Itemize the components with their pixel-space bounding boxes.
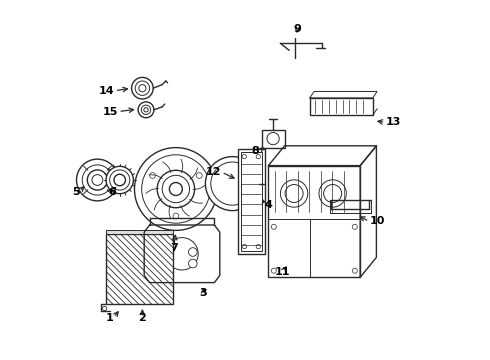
- Circle shape: [102, 306, 107, 311]
- Text: 1: 1: [106, 312, 114, 323]
- Bar: [269, 166, 360, 277]
- Circle shape: [189, 248, 197, 256]
- Text: 10: 10: [369, 216, 385, 226]
- Text: 5: 5: [72, 186, 79, 197]
- Circle shape: [319, 180, 346, 207]
- Text: 6: 6: [109, 186, 117, 197]
- Circle shape: [189, 259, 197, 268]
- Text: 9: 9: [293, 24, 301, 34]
- Text: 15: 15: [103, 107, 118, 117]
- Circle shape: [138, 102, 154, 118]
- Bar: [238, 149, 265, 254]
- Circle shape: [271, 268, 276, 273]
- Circle shape: [149, 173, 155, 179]
- Circle shape: [211, 162, 254, 205]
- Circle shape: [267, 132, 279, 145]
- Circle shape: [114, 174, 125, 186]
- Circle shape: [352, 268, 357, 273]
- Bar: [310, 98, 373, 115]
- Circle shape: [271, 224, 276, 229]
- Circle shape: [110, 170, 130, 190]
- Circle shape: [144, 108, 148, 112]
- Text: 2: 2: [139, 312, 147, 323]
- Circle shape: [76, 159, 118, 201]
- Circle shape: [170, 183, 182, 195]
- Text: 3: 3: [200, 288, 207, 298]
- Circle shape: [285, 184, 303, 202]
- Circle shape: [256, 154, 261, 159]
- Text: 14: 14: [99, 86, 115, 96]
- Circle shape: [139, 85, 146, 92]
- Circle shape: [106, 166, 133, 194]
- Bar: [106, 234, 173, 304]
- Circle shape: [132, 77, 153, 99]
- Bar: [262, 130, 285, 148]
- Circle shape: [166, 238, 198, 270]
- Circle shape: [196, 173, 202, 179]
- Circle shape: [135, 81, 149, 95]
- Circle shape: [205, 157, 259, 211]
- Circle shape: [242, 244, 246, 249]
- Circle shape: [87, 170, 107, 190]
- Text: 13: 13: [386, 117, 401, 127]
- Circle shape: [242, 154, 246, 159]
- Bar: [106, 230, 173, 234]
- Text: 8: 8: [252, 146, 259, 156]
- Circle shape: [92, 175, 103, 185]
- Circle shape: [352, 224, 357, 229]
- Circle shape: [142, 155, 210, 223]
- Text: 12: 12: [206, 167, 221, 177]
- Circle shape: [324, 184, 342, 202]
- Circle shape: [134, 148, 217, 230]
- Circle shape: [162, 175, 190, 203]
- Bar: [241, 152, 262, 251]
- Circle shape: [173, 213, 179, 219]
- Circle shape: [157, 170, 195, 208]
- Circle shape: [82, 165, 113, 195]
- Text: 7: 7: [170, 243, 177, 253]
- Circle shape: [280, 180, 308, 207]
- Text: 4: 4: [265, 200, 272, 210]
- Circle shape: [256, 244, 261, 249]
- Circle shape: [141, 105, 151, 114]
- Text: 11: 11: [275, 267, 291, 277]
